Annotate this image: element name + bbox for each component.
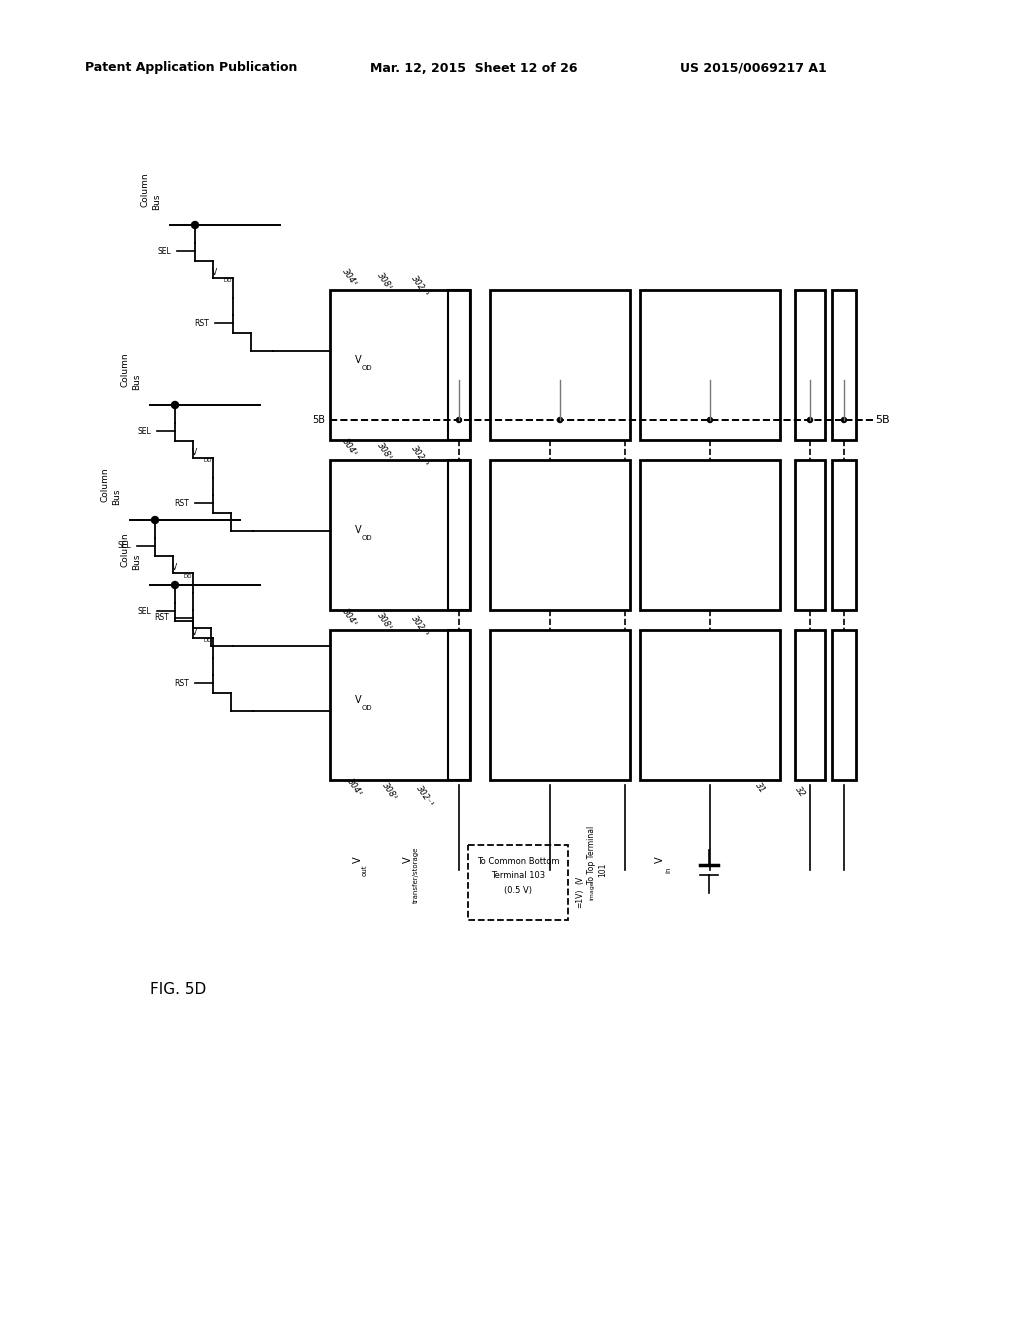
Text: 5B: 5B bbox=[874, 414, 890, 425]
Bar bbox=[330, 630, 470, 780]
Bar bbox=[640, 459, 780, 610]
Bar bbox=[449, 630, 470, 780]
Text: =1V): =1V) bbox=[575, 888, 585, 908]
Text: Column: Column bbox=[121, 533, 129, 568]
Text: Column: Column bbox=[121, 352, 129, 387]
Text: image: image bbox=[590, 880, 595, 900]
Circle shape bbox=[171, 582, 178, 589]
Bar bbox=[490, 459, 630, 610]
Text: out: out bbox=[362, 865, 368, 875]
Text: DD: DD bbox=[184, 573, 193, 578]
Circle shape bbox=[557, 417, 562, 422]
Text: FIG. 5D: FIG. 5D bbox=[150, 982, 206, 998]
Text: OD: OD bbox=[361, 535, 373, 541]
Text: V: V bbox=[403, 857, 413, 863]
Circle shape bbox=[152, 516, 159, 524]
Bar bbox=[795, 290, 825, 440]
Text: OD: OD bbox=[361, 705, 373, 711]
Text: 304¹: 304¹ bbox=[346, 777, 365, 799]
Text: SEL: SEL bbox=[158, 247, 171, 256]
Bar bbox=[330, 459, 470, 610]
Bar bbox=[795, 630, 825, 780]
Bar bbox=[795, 459, 825, 610]
Text: V: V bbox=[172, 564, 177, 572]
Text: 302⁻¹: 302⁻¹ bbox=[410, 273, 430, 298]
Text: RST: RST bbox=[195, 318, 209, 327]
Bar bbox=[831, 630, 856, 780]
Text: 308¹: 308¹ bbox=[376, 441, 394, 462]
Text: 304¹: 304¹ bbox=[341, 437, 359, 458]
Text: V: V bbox=[212, 268, 218, 277]
Text: 304¹: 304¹ bbox=[341, 268, 359, 289]
Text: Column: Column bbox=[140, 173, 150, 207]
Bar bbox=[490, 290, 630, 440]
Text: DD: DD bbox=[204, 458, 213, 463]
Bar bbox=[640, 290, 780, 440]
Text: RST: RST bbox=[174, 499, 189, 507]
Text: 32: 32 bbox=[794, 785, 807, 799]
Text: US 2015/0069217 A1: US 2015/0069217 A1 bbox=[680, 62, 826, 74]
Text: V: V bbox=[655, 857, 665, 863]
Text: RST: RST bbox=[155, 614, 169, 623]
Text: To Top Terminal: To Top Terminal bbox=[588, 826, 597, 884]
Text: To Common Bottom: To Common Bottom bbox=[477, 858, 559, 866]
Bar bbox=[831, 290, 856, 440]
Text: RST: RST bbox=[174, 678, 189, 688]
Text: 308¹: 308¹ bbox=[376, 611, 394, 632]
Text: 302⁻¹: 302⁻¹ bbox=[410, 444, 430, 469]
Bar bbox=[468, 845, 568, 920]
Text: Bus: Bus bbox=[132, 374, 141, 391]
Text: Bus: Bus bbox=[132, 554, 141, 570]
Text: DD: DD bbox=[224, 279, 232, 284]
Text: Patent Application Publication: Patent Application Publication bbox=[85, 62, 297, 74]
Text: V: V bbox=[193, 628, 198, 638]
Text: V: V bbox=[354, 355, 361, 366]
Circle shape bbox=[808, 417, 812, 422]
Text: SEL: SEL bbox=[137, 426, 151, 436]
Text: (V: (V bbox=[575, 876, 585, 884]
Text: 5B: 5B bbox=[312, 414, 325, 425]
Text: 308¹: 308¹ bbox=[376, 272, 394, 293]
Bar bbox=[490, 630, 630, 780]
Text: (0.5 V): (0.5 V) bbox=[504, 886, 532, 895]
Text: V: V bbox=[353, 857, 362, 863]
Bar bbox=[640, 630, 780, 780]
Text: V: V bbox=[193, 447, 198, 457]
Text: Terminal 103: Terminal 103 bbox=[490, 871, 545, 880]
Circle shape bbox=[457, 417, 462, 422]
Text: 101: 101 bbox=[598, 863, 607, 878]
Circle shape bbox=[191, 222, 199, 228]
Bar bbox=[449, 290, 470, 440]
Bar bbox=[449, 459, 470, 610]
Text: SEL: SEL bbox=[137, 606, 151, 615]
Text: Mar. 12, 2015  Sheet 12 of 26: Mar. 12, 2015 Sheet 12 of 26 bbox=[370, 62, 578, 74]
Bar bbox=[831, 459, 856, 610]
Text: Bus: Bus bbox=[113, 488, 122, 506]
Text: 308¹: 308¹ bbox=[381, 781, 399, 803]
Text: 31: 31 bbox=[754, 781, 767, 795]
Text: 302⁻¹: 302⁻¹ bbox=[410, 614, 430, 639]
Text: Bus: Bus bbox=[153, 194, 162, 210]
Text: Column: Column bbox=[100, 467, 110, 503]
Circle shape bbox=[708, 417, 713, 422]
Circle shape bbox=[842, 417, 847, 422]
Circle shape bbox=[171, 401, 178, 408]
Bar bbox=[330, 290, 470, 440]
Text: OD: OD bbox=[361, 366, 373, 371]
Text: SEL: SEL bbox=[118, 541, 131, 550]
Text: V: V bbox=[354, 696, 361, 705]
Text: 302⁻¹: 302⁻¹ bbox=[415, 784, 435, 808]
Text: V: V bbox=[354, 525, 361, 535]
Text: in: in bbox=[665, 867, 671, 874]
Text: 304¹: 304¹ bbox=[341, 607, 359, 628]
Text: DD: DD bbox=[204, 639, 213, 644]
Text: transfer/storage: transfer/storage bbox=[413, 847, 419, 903]
